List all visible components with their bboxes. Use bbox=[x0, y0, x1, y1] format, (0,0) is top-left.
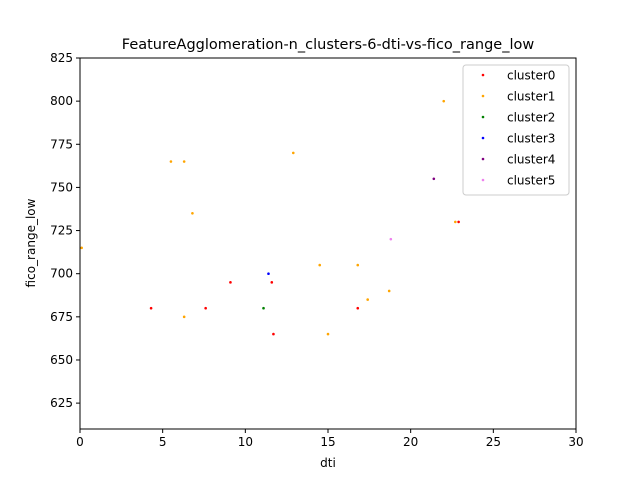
legend-label-cluster0: cluster0 bbox=[507, 69, 555, 83]
data-point-cluster2 bbox=[262, 306, 265, 310]
data-point-cluster0 bbox=[272, 332, 275, 336]
y-tick-label: 750 bbox=[50, 180, 73, 194]
legend-marker-cluster2 bbox=[481, 115, 485, 119]
y-tick-label: 775 bbox=[50, 137, 73, 151]
data-point-cluster1 bbox=[291, 151, 295, 155]
data-point-cluster3 bbox=[267, 272, 270, 275]
y-axis: 625 650 675 700 725 750 775 800 825 bbox=[50, 51, 80, 410]
data-point-cluster4 bbox=[432, 177, 436, 181]
legend-label-cluster3: cluster3 bbox=[507, 132, 555, 146]
x-tick-label: 25 bbox=[486, 435, 501, 449]
data-point-cluster1 bbox=[442, 99, 446, 103]
y-tick-label: 625 bbox=[50, 396, 73, 410]
x-axis: 0 5 10 15 20 25 30 bbox=[76, 429, 584, 449]
x-tick-label: 5 bbox=[159, 435, 167, 449]
y-tick-label: 800 bbox=[50, 94, 73, 108]
legend-marker-cluster1 bbox=[481, 94, 485, 98]
x-tick-label: 30 bbox=[568, 435, 583, 449]
legend-marker-cluster5 bbox=[481, 178, 485, 182]
data-point-cluster0 bbox=[457, 220, 460, 224]
data-point-cluster1 bbox=[80, 246, 83, 250]
data-point-cluster1 bbox=[169, 160, 173, 163]
x-tick-label: 0 bbox=[76, 435, 84, 449]
data-point-cluster0 bbox=[270, 281, 274, 284]
data-point-cluster1 bbox=[387, 289, 391, 293]
data-point-cluster0 bbox=[204, 306, 207, 310]
y-tick-label: 700 bbox=[50, 267, 73, 281]
plot-frame bbox=[79, 57, 577, 430]
legend-label-cluster4: cluster4 bbox=[507, 153, 555, 167]
legend-label-cluster2: cluster2 bbox=[507, 111, 555, 125]
x-tick-label: 15 bbox=[320, 435, 335, 449]
x-tick-label: 10 bbox=[238, 435, 253, 449]
chart-title: FeatureAgglomeration-n_clusters-6-dti-vs… bbox=[122, 37, 535, 53]
data-point-cluster0 bbox=[149, 306, 153, 310]
legend-box bbox=[462, 64, 570, 196]
data-point-cluster1 bbox=[182, 160, 186, 163]
y-tick-label: 825 bbox=[50, 51, 73, 65]
legend-marker-cluster0 bbox=[481, 73, 485, 77]
x-axis-label: dti bbox=[320, 456, 336, 470]
x-tick-label: 20 bbox=[403, 435, 418, 449]
y-tick-label: 725 bbox=[50, 224, 73, 238]
legend-marker-cluster3 bbox=[481, 136, 485, 140]
legend-label-cluster5: cluster5 bbox=[507, 174, 555, 188]
data-point-cluster1 bbox=[356, 263, 360, 267]
data-point-cluster5 bbox=[389, 237, 393, 241]
data-points bbox=[80, 99, 460, 336]
y-axis-label: fico_range_low bbox=[24, 198, 38, 287]
y-tick-label: 675 bbox=[50, 310, 73, 324]
legend-label-cluster1: cluster1 bbox=[507, 90, 555, 104]
data-point-cluster1 bbox=[191, 212, 194, 215]
data-point-cluster1 bbox=[366, 298, 369, 301]
legend: cluster0 cluster1 cluster2 cluster3 cluster4… bbox=[462, 64, 570, 196]
data-point-cluster0 bbox=[229, 281, 232, 284]
y-tick-label: 650 bbox=[50, 353, 73, 367]
data-point-cluster1 bbox=[318, 263, 322, 267]
data-point-cluster1 bbox=[454, 220, 457, 224]
data-point-cluster0 bbox=[356, 306, 360, 310]
data-point-cluster1 bbox=[326, 332, 330, 336]
data-point-cluster1 bbox=[182, 315, 186, 319]
legend-marker-cluster4 bbox=[481, 157, 485, 161]
